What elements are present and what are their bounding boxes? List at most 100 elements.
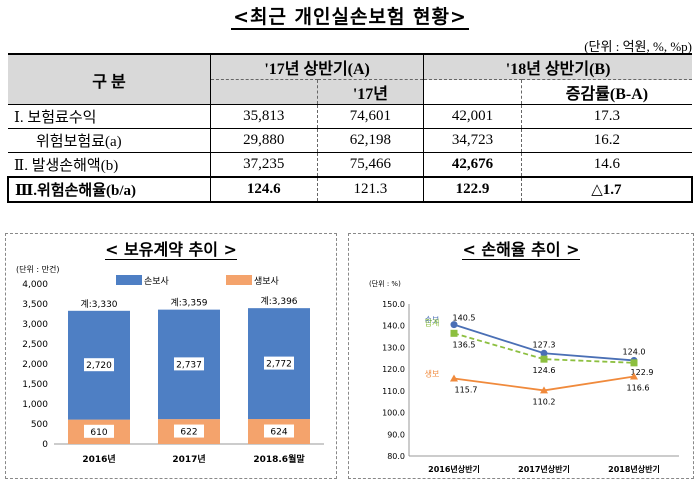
cell: 17.3 [520, 104, 692, 129]
series-point [540, 349, 548, 357]
data-label: 2,772 [266, 360, 292, 370]
row-label: Ⅲ.위험손해율(b/a) [8, 177, 211, 202]
cell: 16.2 [520, 128, 692, 153]
data-label: 127.3 [533, 340, 556, 349]
cell: 122.9 [455, 181, 490, 197]
bar-chart-title: < 보유계약 추이 > [105, 240, 237, 260]
data-label: 124.6 [533, 366, 556, 375]
line-chart-title: < 손해율 추이 > [462, 240, 580, 260]
cell: 42,676 [451, 156, 494, 172]
row-label: Ⅱ. 발생손해액(b) [8, 152, 211, 177]
series-line [453, 332, 635, 364]
x-tick-label: 2018.6월말 [253, 453, 305, 465]
legend-label: 생보사 [254, 276, 280, 287]
y-tick-label: 110.0 [382, 387, 405, 396]
x-tick-label: 2016년 [82, 453, 115, 465]
data-label-box [264, 424, 294, 438]
x-tick-label: 2018년상반기 [608, 464, 660, 474]
line-chart: (단위 : %) 80.0 90.0 100.0 110.0 120.0 130.0 140.… [369, 279, 679, 474]
unit-label: (단위 : 만건) [16, 264, 59, 274]
y-tick-label: 4,000 [22, 280, 48, 290]
cell: 14.6 [520, 152, 692, 177]
y-tick-label: 3,500 [22, 300, 48, 310]
cell: △1.7 [520, 177, 692, 202]
data-label: 122.9 [631, 368, 654, 377]
data-label-box [174, 424, 204, 438]
data-label-box [174, 357, 204, 371]
y-tick-label: 120.0 [382, 365, 405, 374]
cell: 29,880 [243, 132, 285, 148]
data-label-box [264, 356, 294, 370]
series-point [450, 329, 458, 337]
data-label: 136.5 [453, 340, 476, 349]
data-label: 140.5 [453, 314, 476, 323]
header-18: '18년 상반기(B) [423, 54, 692, 80]
total-label: 계:3,359 [170, 297, 207, 309]
cell: 42,001 [451, 108, 494, 124]
page-title: <최근 개인실손보험 현황> [231, 6, 469, 30]
data-label: 2,720 [86, 361, 112, 371]
y-tick-label: 0 [42, 440, 48, 450]
cell: 121.3 [316, 177, 425, 202]
data-label: 115.7 [455, 385, 478, 394]
y-tick-label: 130.0 [382, 343, 405, 352]
x-tick-label: 2017년상반기 [518, 464, 570, 474]
unit-label: (단위 : %) [369, 279, 401, 288]
bar-chart: (단위 : 만건) 0 500 1,000 1,500 2,000 2,500 3,000 3,… [16, 264, 324, 465]
y-tick-label: 2,000 [22, 360, 48, 370]
series-point [540, 355, 548, 363]
data-label: 610 [90, 428, 107, 438]
y-tick-label: 3,000 [22, 320, 48, 330]
bar-chart-panel: < 보유계약 추이 > (단위 : 만건) 0 500 1,000 1,500 2,000… [5, 233, 337, 479]
series-name-label: 손보 [425, 316, 440, 325]
series-name-label: 합계 [425, 317, 440, 327]
series-point [630, 372, 638, 380]
data-label: 2,737 [176, 360, 202, 370]
row-label: 위험보험료(a) [8, 128, 211, 153]
data-label: 624 [270, 428, 287, 438]
series-point [540, 386, 548, 394]
cell: 35,813 [243, 108, 285, 124]
series-point [630, 359, 638, 367]
legend-label: 손보사 [144, 276, 170, 287]
y-tick-label: 150.0 [382, 300, 405, 309]
header-18-sub: 증감률(B-A) [520, 79, 692, 105]
x-tick-label: 2016년상반기 [428, 464, 480, 474]
line-chart-panel: < 손해율 추이 > (단위 : %) 80.0 90.0 100.0 110.0 120… [348, 233, 694, 479]
y-tick-label: 80.0 [387, 452, 405, 461]
header-17: '17년 상반기(A) [210, 54, 425, 80]
y-tick-label: 1,500 [22, 380, 48, 390]
legend-swatch [116, 275, 142, 285]
cell: 74,601 [316, 104, 425, 129]
data-label: 622 [180, 428, 197, 438]
y-tick-label: 1,000 [22, 400, 48, 410]
y-tick-label: 500 [31, 420, 48, 430]
stats-table: 구 분 '17년 상반기(A) '18년 상반기(B) '17년 증감률(B-A… [7, 53, 693, 203]
cell: 34,723 [451, 132, 494, 148]
data-label-box [84, 424, 114, 438]
cell: 62,198 [316, 128, 425, 153]
y-tick-label: 2,500 [22, 340, 48, 350]
table-row: Ⅲ.위험손해율(b/a) 124.6 121.3 122.9 △1.7 [8, 177, 692, 202]
series-point [450, 321, 458, 329]
x-tick-label: 2017년 [172, 453, 205, 465]
data-label: 110.2 [533, 397, 556, 406]
y-tick-label: 90.0 [387, 430, 405, 439]
data-label-box [84, 358, 114, 372]
data-label: 116.6 [627, 384, 650, 393]
table-row: Ⅰ. 보험료수익 35,813 74,601 42,001 17.3 [8, 104, 692, 129]
series-point [450, 374, 458, 382]
y-tick-label: 100.0 [382, 409, 405, 418]
cell: 124.6 [246, 181, 281, 197]
table-row: 위험보험료(a) 29,880 62,198 34,723 16.2 [8, 128, 692, 153]
cell: 37,235 [243, 156, 285, 172]
table-row: Ⅱ. 발생손해액(b) 37,235 75,466 42,676 14.6 [8, 152, 692, 177]
total-label: 계:3,330 [80, 298, 117, 310]
row-label: Ⅰ. 보험료수익 [8, 104, 211, 129]
cell: 75,466 [316, 152, 425, 177]
series-name-label: 생보 [425, 368, 440, 378]
legend-swatch [226, 275, 252, 285]
data-label: 124.0 [623, 347, 646, 356]
header-gubun: 구 분 [8, 54, 211, 105]
total-label: 계:3,396 [260, 295, 297, 307]
